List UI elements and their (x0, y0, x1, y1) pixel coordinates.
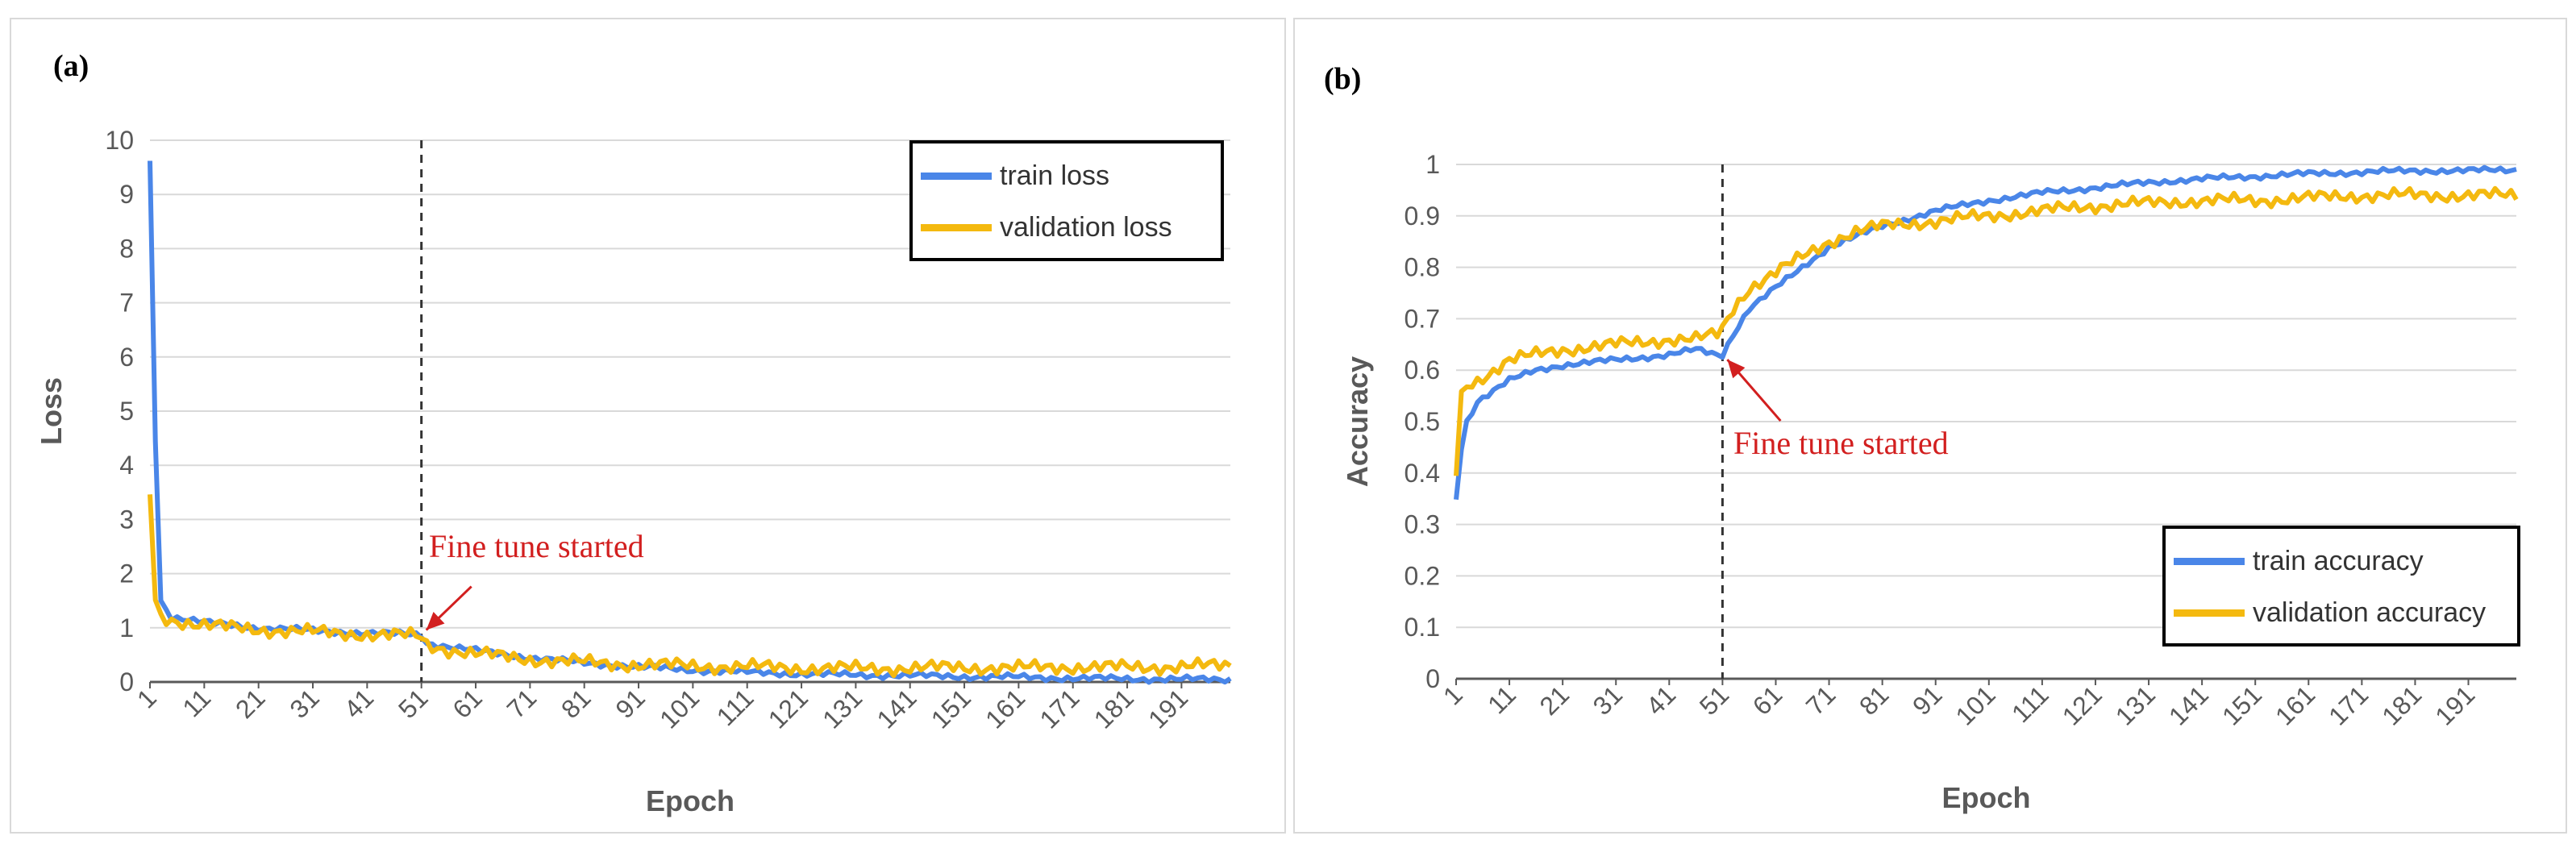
x-tick-label: 111 (2006, 680, 2054, 728)
x-tick-label: 51 (393, 683, 434, 724)
panel-label-b: (b) (1324, 62, 1362, 96)
x-tick-label: 121 (763, 683, 814, 734)
x-tick-label: 171 (2323, 680, 2374, 730)
y-tick-label: 3 (119, 505, 134, 534)
x-tick-label: 141 (871, 683, 922, 734)
panel-label-a: (a) (53, 49, 89, 83)
x-tick-label: 71 (501, 683, 543, 724)
x-tick-label: 51 (1694, 680, 1735, 721)
legend-label-validation-accuracy: validation accuracy (2253, 597, 2487, 628)
legend-item-train-accuracy: train accuracy (2166, 535, 2517, 587)
x-tick-label: 61 (447, 683, 488, 724)
x-tick-label: 1 (131, 683, 162, 713)
x-tick-label: 31 (284, 683, 325, 724)
x-tick-label: 61 (1747, 680, 1788, 721)
legend-item-validation-loss: validation loss (913, 202, 1221, 253)
x-tick-label: 11 (177, 683, 216, 722)
y-tick-label: 0 (119, 667, 134, 696)
y-tick-label: 9 (119, 180, 134, 209)
y-tick-label: 1 (1425, 150, 1440, 179)
train-loss-swatch (921, 172, 992, 180)
x-tick-label: 91 (1907, 680, 1948, 721)
accuracy-chart: 00.10.20.30.40.50.60.70.80.911 11 21 31 41 51… (1341, 150, 2519, 814)
x-tick-label: 131 (817, 683, 868, 734)
validation-accuracy-swatch (2174, 609, 2245, 617)
x-tick-label: 161 (2270, 680, 2320, 730)
x-tick-label: 161 (980, 683, 1030, 734)
y-axis-title: Accuracy (1341, 356, 1374, 487)
legend-label-validation-loss: validation loss (1000, 211, 1172, 243)
x-tick-label: 41 (1641, 680, 1682, 721)
y-tick-label: 6 (119, 343, 134, 372)
y-tick-label: 7 (119, 289, 134, 318)
x-tick-label: 151 (926, 683, 976, 734)
x-tick-label: 11 (1482, 680, 1521, 719)
x-tick-label: 21 (1534, 680, 1575, 721)
y-tick-label: 1 (119, 613, 134, 642)
x-tick-label: 111 (711, 683, 759, 731)
loss-legend: train loss validation loss (909, 140, 1224, 261)
x-tick-label: 191 (1142, 683, 1193, 734)
x-tick-label: 121 (2057, 680, 2108, 730)
y-tick-label: 5 (119, 397, 134, 426)
y-tick-label: 0.6 (1405, 355, 1440, 385)
x-tick-label: 191 (2429, 680, 2480, 730)
x-tick-label: 181 (2376, 680, 2427, 730)
x-tick-label: 171 (1034, 683, 1084, 734)
y-tick-label: 0.9 (1405, 202, 1440, 231)
x-tick-label: 91 (610, 683, 651, 724)
fine-tune-annotation-a: Fine tune started (429, 528, 644, 564)
x-tick-label: 71 (1800, 680, 1841, 721)
accuracy-chart-panel: 0 0.1 0.2 0.3 0.4 0.5 0.6 0.7 0.8 0.9 1 1 11 21 31 41 51… (1293, 18, 2567, 834)
y-axis-title: Loss (35, 377, 68, 445)
x-tick-label: 21 (230, 683, 271, 724)
y-tick-label: 0.1 (1405, 613, 1440, 642)
train-accuracy-swatch (2174, 557, 2245, 565)
accuracy-legend: train accuracy validation accuracy (2162, 526, 2520, 647)
validation-loss-swatch (921, 223, 992, 231)
x-tick-label: 41 (339, 683, 380, 724)
x-axis-title: Epoch (1941, 781, 2030, 814)
y-tick-label: 0.3 (1405, 510, 1440, 539)
y-tick-label: 2 (119, 559, 134, 588)
x-tick-label: 151 (2216, 680, 2267, 730)
y-tick-label: 0.7 (1405, 304, 1440, 333)
annotation-arrowhead (426, 612, 445, 630)
x-tick-label: 81 (1854, 680, 1895, 721)
series-line-train (1454, 164, 2517, 501)
x-axis-title: Epoch (646, 784, 735, 817)
x-tick-label: 141 (2163, 680, 2214, 730)
y-tick-label: 0.5 (1405, 407, 1440, 436)
y-tick-label: 0.4 (1405, 459, 1440, 488)
y-tick-label: 8 (119, 234, 134, 263)
series-line-validation (148, 494, 1232, 679)
legend-label-train-accuracy: train accuracy (2253, 545, 2424, 576)
fine-tune-annotation-b: Fine tune started (1733, 425, 1949, 461)
x-tick-label: 1 (1438, 680, 1468, 710)
x-tick-label: 31 (1588, 680, 1629, 721)
y-tick-label: 4 (119, 451, 134, 480)
x-tick-label: 131 (2110, 680, 2161, 730)
legend-item-validation-accuracy: validation accuracy (2166, 587, 2517, 638)
x-tick-label: 81 (556, 683, 597, 724)
x-tick-label: 101 (1950, 680, 2001, 730)
loss-chart-panel: 0 1 2 3 4 5 6 7 8 9 10 1 11 21 31 41 51 61 71 81 91 101 111 121… (10, 18, 1286, 834)
y-tick-label: 0.2 (1405, 561, 1440, 590)
x-tick-label: 181 (1088, 683, 1139, 734)
legend-label-train-loss: train loss (1000, 160, 1110, 191)
y-tick-label: 0 (1425, 664, 1440, 693)
series-line-validation (1454, 185, 2519, 476)
x-tick-label: 101 (654, 683, 705, 734)
annotation-arrowhead (1727, 360, 1746, 379)
legend-item-train-loss: train loss (913, 150, 1221, 202)
y-tick-label: 0.8 (1405, 253, 1440, 282)
y-tick-label: 10 (105, 126, 134, 155)
